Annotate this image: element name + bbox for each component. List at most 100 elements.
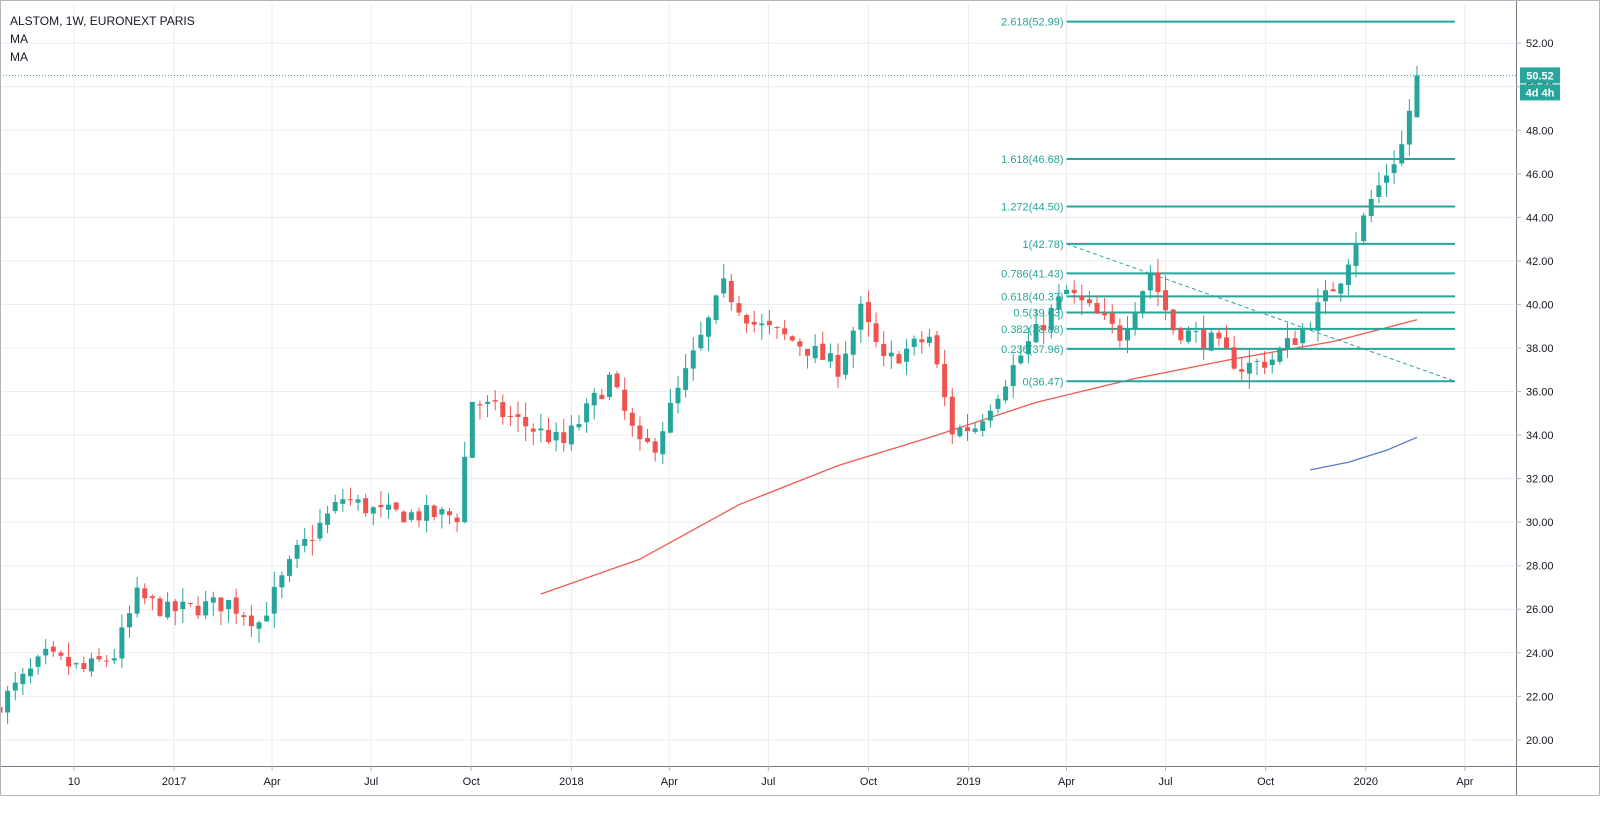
- candle-body: [1414, 75, 1420, 118]
- candle-body: [1391, 164, 1397, 173]
- candle-body: [1155, 272, 1161, 292]
- candle-body: [248, 615, 254, 627]
- candle-body: [347, 499, 353, 501]
- y-tick-label: 26.00: [1526, 604, 1554, 616]
- candle-body: [58, 652, 64, 656]
- y-tick-label: 40.00: [1526, 299, 1554, 311]
- candle-body: [568, 425, 574, 445]
- candle-body: [1323, 290, 1329, 302]
- candle-body: [835, 354, 841, 377]
- candle-body: [195, 605, 201, 616]
- candle-body: [1086, 299, 1092, 304]
- candle-body: [942, 364, 948, 398]
- candle-body: [469, 401, 475, 458]
- candle-body: [256, 622, 262, 629]
- candle-body: [1239, 369, 1245, 372]
- candle-body: [553, 431, 559, 441]
- candle-body: [888, 352, 894, 357]
- candle-body: [1193, 331, 1199, 333]
- candle-body: [1224, 337, 1230, 348]
- candle-body: [210, 597, 216, 603]
- candle-body: [766, 320, 772, 326]
- candle-body: [1018, 355, 1024, 364]
- candle-body: [431, 505, 437, 517]
- candle-body: [652, 441, 658, 453]
- candle-body: [774, 327, 780, 329]
- y-tick-label: 28.00: [1526, 561, 1554, 573]
- candle-body: [904, 348, 910, 362]
- candle-body: [980, 421, 986, 431]
- candle-body: [1041, 325, 1047, 331]
- candle-body: [439, 509, 445, 515]
- candle-body: [1292, 338, 1298, 345]
- ma-line-red: [540, 319, 1418, 595]
- time-axis[interactable]: 10 2017 Apr Jul Oct 2018 Apr Jul Oct 2019 Apr Jul Oc…: [68, 766, 1474, 788]
- candle-body: [355, 499, 361, 503]
- x-tick-label: Oct: [1257, 776, 1274, 788]
- candle-body: [1262, 361, 1268, 368]
- fib-extension-tool[interactable]: 2.618(52.99) 1.618(46.68) 1.272(44.50) 1(42…: [1001, 17, 1456, 389]
- candle-body: [797, 341, 803, 347]
- fib-level-label: 0.236(37.96): [1001, 344, 1063, 356]
- candle-body: [736, 303, 742, 313]
- candle-body: [782, 328, 788, 335]
- candle-body: [1307, 328, 1313, 330]
- symbol-title[interactable]: ALSTOM, 1W, EURONEXT PARIS: [10, 14, 195, 28]
- x-tick-label: Oct: [463, 776, 480, 788]
- candle-body: [1277, 348, 1283, 362]
- candle-body: [622, 389, 628, 411]
- candle-body: [728, 280, 734, 303]
- ma-indicator-label[interactable]: MA: [10, 50, 28, 64]
- candle-body: [1163, 290, 1169, 311]
- moving-average-blue: [1310, 436, 1418, 471]
- candle-body: [629, 412, 635, 426]
- candle-body: [73, 663, 79, 665]
- ma-line-blue: [1310, 436, 1418, 471]
- candle-body: [1208, 332, 1214, 351]
- candle-body: [81, 663, 87, 670]
- candle-body: [233, 597, 239, 614]
- candle-body: [454, 517, 460, 523]
- candle-body: [957, 427, 963, 437]
- candle-body: [865, 302, 871, 323]
- candle-body: [317, 522, 323, 539]
- candle-body: [180, 601, 186, 610]
- grid-lines: [0, 4, 1516, 766]
- candle-body: [50, 646, 56, 652]
- candle-body: [995, 398, 1001, 409]
- candle-body: [416, 511, 422, 521]
- x-tick-label: Jul: [761, 776, 775, 788]
- candle-body: [1254, 360, 1260, 362]
- price-axis[interactable]: 20.00 22.00 24.00 26.00 28.00 30.00 32.00 34.00…: [1516, 38, 1554, 747]
- x-tick-label: 2020: [1354, 776, 1378, 788]
- candle-body: [325, 513, 331, 525]
- candle-body: [462, 456, 468, 523]
- candle-body: [363, 498, 369, 514]
- candle-body: [1345, 264, 1351, 286]
- y-tick-label: 24.00: [1526, 648, 1554, 660]
- y-tick-label: 32.00: [1526, 474, 1554, 486]
- moving-average-red: [540, 319, 1418, 595]
- candle-body: [401, 511, 407, 523]
- candle-body: [218, 597, 224, 612]
- candle-body: [134, 587, 140, 614]
- x-tick-label: Jul: [1159, 776, 1173, 788]
- candle-body: [987, 410, 993, 421]
- candle-body: [111, 658, 117, 661]
- candle-body: [386, 504, 392, 510]
- candle-body: [515, 414, 521, 417]
- candle-body: [477, 404, 483, 406]
- candle-body: [606, 374, 612, 397]
- candle-body: [378, 505, 384, 508]
- candle-body: [759, 323, 765, 326]
- candle-body: [881, 343, 887, 357]
- ma-indicator-label[interactable]: MA: [10, 32, 28, 46]
- candle-body: [858, 303, 864, 330]
- last-price-badge-text: 50.52: [1526, 70, 1554, 82]
- y-tick-label: 30.00: [1526, 517, 1554, 529]
- candle-body: [1010, 365, 1016, 387]
- candle-body: [1338, 283, 1344, 294]
- candle-body: [20, 673, 26, 685]
